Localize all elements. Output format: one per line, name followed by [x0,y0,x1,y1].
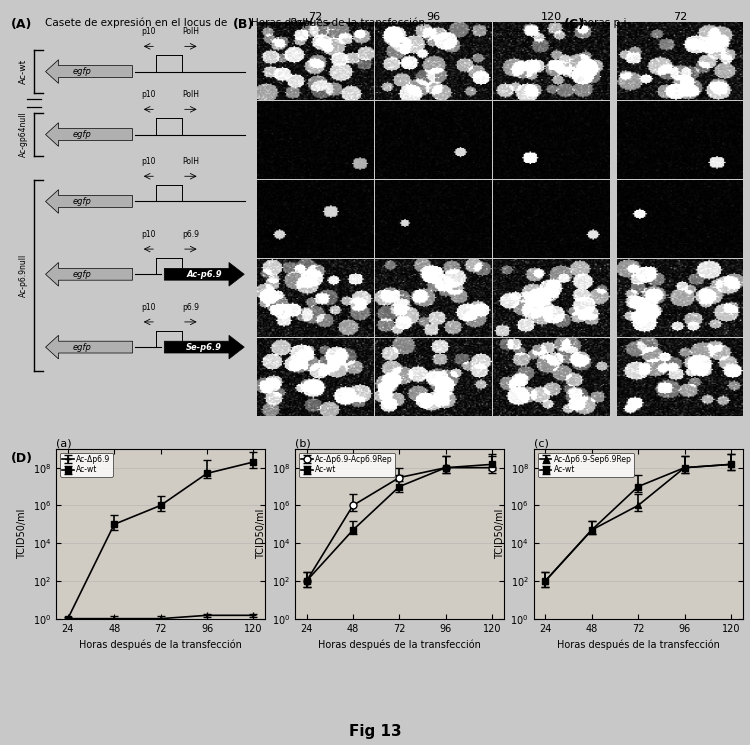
Text: Casete de expresión en el locus de: Casete de expresión en el locus de [45,18,230,28]
X-axis label: Horas después de la transfección: Horas después de la transfección [318,639,481,650]
FancyArrow shape [164,262,244,286]
Title: 96: 96 [427,12,441,22]
Text: p10: p10 [141,157,155,166]
Text: PolH: PolH [290,18,313,28]
Text: egfp: egfp [73,343,92,352]
Text: PolH: PolH [182,157,200,166]
Text: Fig 13: Fig 13 [349,724,401,739]
Text: Ac-wt: Ac-wt [19,59,28,84]
Title: 120: 120 [541,12,562,22]
Y-axis label: TCID50/ml: TCID50/ml [495,509,505,559]
Text: (b): (b) [295,438,310,448]
FancyArrow shape [46,60,133,83]
Text: p10: p10 [141,230,155,239]
FancyArrow shape [46,262,133,286]
Text: p10: p10 [141,302,155,311]
Legend: Ac-Δp6.9-Sep6.9Rep, Ac-wt: Ac-Δp6.9-Sep6.9Rep, Ac-wt [538,453,634,477]
Title: 72: 72 [673,12,687,22]
FancyArrow shape [46,190,133,213]
Text: (B): (B) [232,18,254,31]
Text: Ac-p6.9null: Ac-p6.9null [19,253,28,297]
Text: p6.9: p6.9 [182,302,200,311]
Text: egfp: egfp [73,270,92,279]
X-axis label: Horas después de la transfección: Horas después de la transfección [80,639,242,650]
Text: p10: p10 [141,27,155,36]
Text: (c): (c) [534,438,548,448]
Legend: Ac-Δp6.9, Ac-wt: Ac-Δp6.9, Ac-wt [60,453,112,477]
Legend: Ac-Δp6.9-Acp6.9Rep, Ac-wt: Ac-Δp6.9-Acp6.9Rep, Ac-wt [298,453,394,477]
Text: egfp: egfp [73,197,92,206]
FancyArrow shape [46,335,133,359]
Text: p6.9: p6.9 [182,230,200,239]
Text: p10: p10 [141,90,155,99]
Text: (A): (A) [10,18,32,31]
Y-axis label: TCID50/ml: TCID50/ml [256,509,266,559]
FancyArrow shape [46,123,133,146]
Text: Horas después de la transfección: Horas después de la transfección [251,18,425,28]
Y-axis label: TCID50/ml: TCID50/ml [17,509,27,559]
Text: (D): (D) [10,451,32,465]
Text: (a): (a) [56,438,72,448]
Text: egfp: egfp [73,67,92,76]
Text: PolH: PolH [182,90,200,99]
X-axis label: Horas después de la transfección: Horas después de la transfección [556,639,719,650]
Text: Se-p6.9: Se-p6.9 [186,343,222,352]
Text: horas p.i.: horas p.i. [581,18,630,28]
Text: Ac-gp64null: Ac-gp64null [19,112,28,157]
FancyArrow shape [164,335,244,359]
Text: (C): (C) [564,18,585,31]
Text: Ac-p6.9: Ac-p6.9 [187,270,222,279]
Title: 72: 72 [308,12,322,22]
Text: egfp: egfp [73,130,92,139]
Text: PolH: PolH [182,27,200,36]
